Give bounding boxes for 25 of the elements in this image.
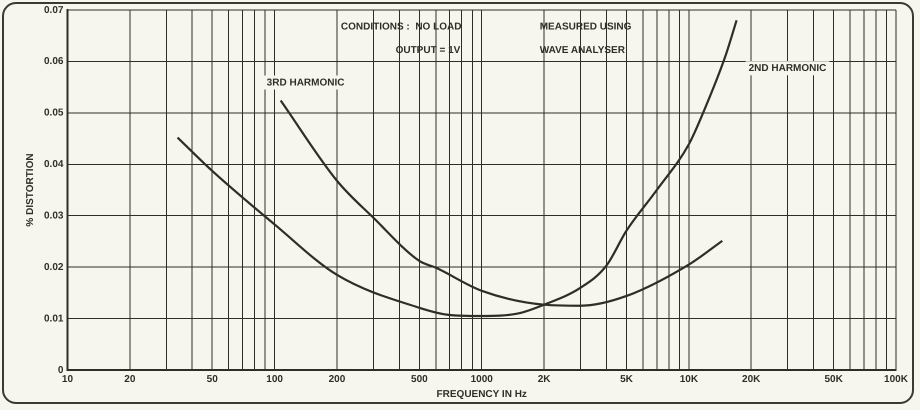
x-axis-title: FREQUENCY IN Hz xyxy=(436,388,527,400)
x-tick-label: 200 xyxy=(328,374,346,385)
x-tick-label: 100 xyxy=(266,374,284,385)
y-tick-label: 0.05 xyxy=(44,108,64,119)
x-tick-label: 1000 xyxy=(470,374,494,385)
x-tick-label: 100K xyxy=(884,374,909,385)
x-tick-label: 10 xyxy=(62,374,74,385)
x-tick-label: 500 xyxy=(411,374,428,385)
x-tick-label: 10K xyxy=(680,374,699,385)
y-axis-title: % DISTORTION xyxy=(24,153,36,227)
y-tick-label: 0.04 xyxy=(44,159,64,170)
x-tick-label: 50 xyxy=(206,374,218,385)
y-tick-label: 0.07 xyxy=(44,4,64,16)
x-tick-label: 20K xyxy=(742,374,762,385)
x-tick-label: 5K xyxy=(620,374,634,385)
series-label: 3RD HARMONIC xyxy=(266,77,344,88)
y-tick-label: 0 xyxy=(58,364,64,376)
y-tick-label: 0.02 xyxy=(44,262,64,273)
text: 2ND HARMONIC xyxy=(748,63,826,74)
y-tick-label: 0.06 xyxy=(44,56,64,68)
x-tick-label: 20 xyxy=(124,374,136,385)
y-tick-label: 0.03 xyxy=(44,210,64,222)
x-tick-label: 50K xyxy=(824,374,844,385)
x-tick-label: 2K xyxy=(538,374,552,385)
y-tick-label: 0.01 xyxy=(44,313,64,324)
